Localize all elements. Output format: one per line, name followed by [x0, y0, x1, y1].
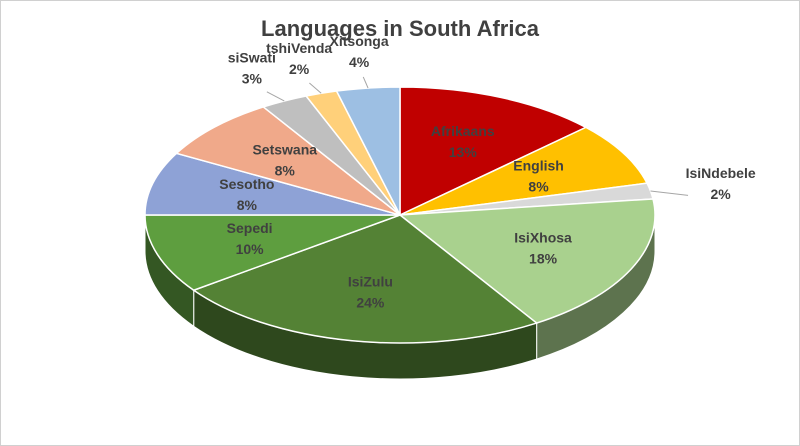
slice	[144, 214, 401, 292]
slice	[192, 214, 539, 344]
slice-label: IsiNdebele	[686, 165, 756, 181]
value-label: 24%	[356, 295, 385, 311]
leader-line	[309, 82, 322, 94]
slice-label: Sesotho	[219, 176, 274, 192]
slice-label: IsiZulu	[348, 274, 393, 290]
value-label: 8%	[528, 178, 549, 194]
slice-label: English	[513, 157, 564, 173]
slice-label: Setswana	[252, 141, 317, 157]
slice	[399, 86, 588, 217]
chart-title: Languages in South Africa	[261, 16, 540, 41]
value-label: 2%	[711, 186, 732, 202]
slice-label: Xitsonga	[330, 33, 389, 49]
leader-line	[266, 91, 285, 102]
slice	[398, 198, 656, 324]
value-label: 18%	[529, 250, 558, 266]
slice	[175, 106, 401, 216]
slice-label: Sepedi	[227, 220, 273, 236]
slice-label: IsiXhosa	[514, 229, 572, 245]
slice	[144, 152, 401, 216]
value-label: 13%	[449, 144, 478, 160]
leader-line	[362, 76, 369, 89]
slice-label: siSwati	[228, 50, 276, 66]
value-label: 8%	[275, 162, 296, 178]
slice	[399, 126, 649, 216]
value-label: 8%	[237, 197, 258, 213]
value-label: 3%	[242, 71, 263, 87]
value-label: 4%	[349, 54, 370, 70]
slice	[335, 86, 401, 216]
value-label: 2%	[289, 61, 310, 77]
slice-label: Afrikaans	[431, 123, 495, 139]
slice-label: tshiVenda	[266, 40, 332, 56]
value-label: 10%	[236, 241, 265, 257]
leader-line	[650, 190, 689, 196]
